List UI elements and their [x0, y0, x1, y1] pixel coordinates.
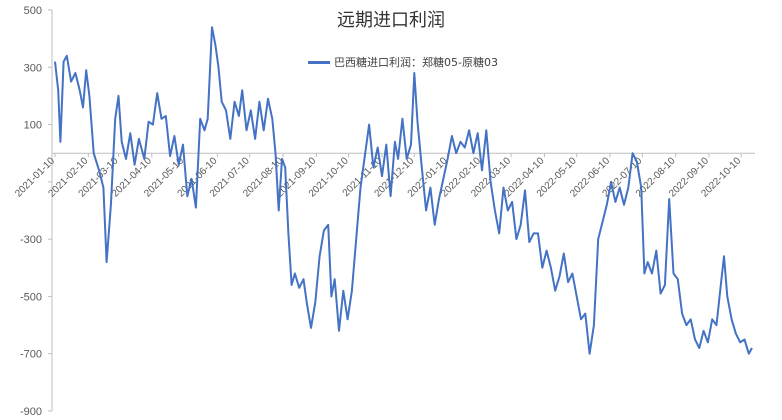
y-tick-label: -300: [20, 234, 42, 246]
chart-title: 远期进口利润: [337, 10, 445, 31]
y-tick-label: 300: [24, 62, 42, 74]
y-tick-label: -500: [20, 291, 42, 303]
y-tick-label: -900: [20, 406, 42, 418]
legend-label: 巴西糖进口利润：郑糖05-原糖03: [334, 56, 498, 69]
legend-swatch: [308, 60, 330, 64]
series-line: [54, 26, 753, 355]
y-tick-label: 100: [24, 120, 42, 132]
legend: 巴西糖进口利润：郑糖05-原糖03: [308, 54, 498, 70]
y-tick-label: 500: [24, 5, 42, 17]
y-tick-label: -700: [20, 349, 42, 361]
